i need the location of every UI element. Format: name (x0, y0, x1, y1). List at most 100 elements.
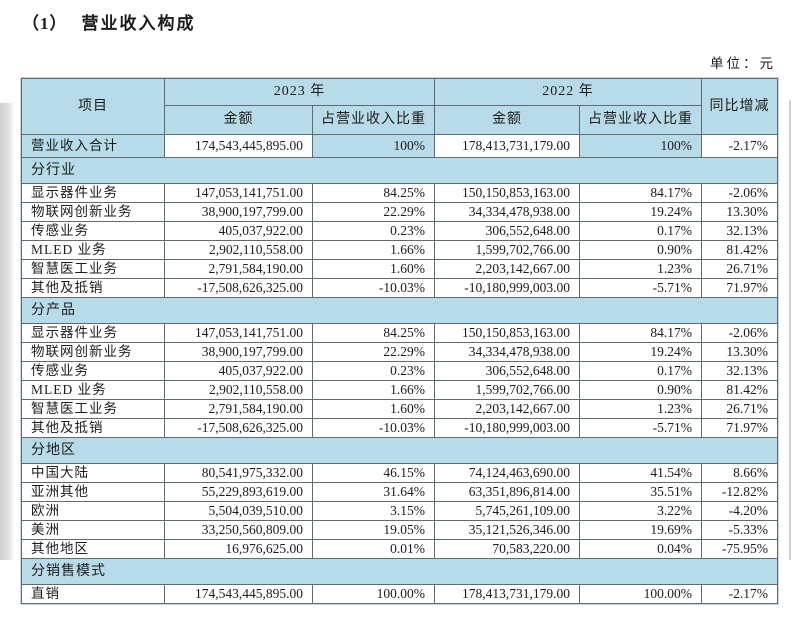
section-label: 分产品 (21, 297, 778, 324)
ratio-2023: -10.03% (312, 278, 435, 298)
amount-2023: 38,900,197,799.00 (164, 342, 313, 362)
amount-2023: 2,902,110,558.00 (164, 380, 313, 400)
ratio-2023: 1.66% (312, 380, 435, 400)
yoy-change: 71.97% (701, 418, 778, 438)
ratio-2022: 41.54% (579, 463, 702, 483)
header-row-years: 项目 2023 年 2022 年 同比增减 (21, 78, 778, 135)
yoy-change: -5.33% (701, 520, 778, 540)
unit-label: 单位：元 (710, 56, 776, 71)
ratio-2022: -5.71% (579, 278, 702, 298)
amount-2023: -17,508,626,325.00 (164, 278, 313, 298)
row-label: 直销 (21, 584, 165, 604)
ratio-2022: 1.23% (579, 259, 702, 279)
amount-2022: 70,583,220.00 (434, 539, 580, 559)
ratio-2022: 1.23% (579, 399, 702, 419)
amount-2022: 306,552,648.00 (434, 361, 580, 381)
table-row: 显示器件业务 147,053,141,751.00 84.25% 150,150,85… (21, 323, 778, 343)
table-row: MLED 业务 2,902,110,558.00 1.66% 1,599,702,76… (21, 380, 778, 400)
ratio-2023: 1.60% (312, 259, 435, 279)
title-text: 营业收入构成 (81, 14, 196, 33)
amount-2023: 147,053,141,751.00 (164, 323, 313, 343)
ratio-2022: 0.90% (579, 380, 702, 400)
amount-2023: 5,504,039,510.00 (164, 501, 313, 521)
amount-2023: 33,250,560,809.00 (164, 520, 313, 540)
row-label: 物联网创新业务 (21, 342, 165, 362)
ratio-2023: 100.00% (312, 584, 435, 604)
row-label: 中国大陆 (21, 463, 165, 483)
header-year-2023: 2023 年 (164, 78, 435, 106)
amount-2023: 16,976,625.00 (164, 539, 313, 559)
yoy-change: 81.42% (701, 240, 778, 260)
yoy-change: -12.82% (701, 482, 778, 502)
row-label: 营业收入合计 (21, 134, 165, 158)
ratio-2023: 1.60% (312, 399, 435, 419)
amount-2023: 147,053,141,751.00 (164, 183, 313, 203)
row-label: 亚洲其他 (21, 482, 165, 502)
yoy-change: 81.42% (701, 380, 778, 400)
page-edge-artifact-right (789, 100, 791, 560)
yoy-change: 8.66% (701, 463, 778, 483)
row-label: MLED 业务 (21, 240, 165, 260)
section-label: 分行业 (21, 157, 778, 184)
ratio-2023: 100% (312, 134, 435, 158)
yoy-change: 32.13% (701, 221, 778, 241)
yoy-change: -4.20% (701, 501, 778, 521)
amount-2022: 178,413,731,179.00 (434, 584, 580, 604)
amount-2022: 306,552,648.00 (434, 221, 580, 241)
ratio-2022: 19.24% (579, 342, 702, 362)
amount-2023: 174,543,445,895.00 (164, 584, 313, 604)
row-label: 其他及抵销 (21, 418, 165, 438)
ratio-2023: 3.15% (312, 501, 435, 521)
page-edge-artifact-left (0, 103, 13, 560)
yoy-change: -75.95% (701, 539, 778, 559)
table-row: 传感业务 405,037,922.00 0.23% 306,552,648.00 0.1… (21, 221, 778, 241)
ratio-2022: 35.51% (579, 482, 702, 502)
ratio-2023: 22.29% (312, 202, 435, 222)
table-row: 物联网创新业务 38,900,197,799.00 22.29% 34,334,478… (21, 202, 778, 222)
ratio-2022: 19.24% (579, 202, 702, 222)
ratio-2023: 19.05% (312, 520, 435, 540)
ratio-2023: 31.64% (312, 482, 435, 502)
row-label: 欧洲 (21, 501, 165, 521)
row-label: 物联网创新业务 (21, 202, 165, 222)
ratio-2022: 100.00% (579, 584, 702, 604)
header-yoy-change: 同比增减 (701, 78, 778, 135)
ratio-2022: 19.69% (579, 520, 702, 540)
section-row: 分地区 (21, 437, 778, 464)
amount-2023: 2,791,584,190.00 (164, 399, 313, 419)
amount-2022: 35,121,526,346.00 (434, 520, 580, 540)
ratio-2023: 0.23% (312, 221, 435, 241)
row-label: 显示器件业务 (21, 183, 165, 203)
ratio-2023: 22.29% (312, 342, 435, 362)
amount-2023: 80,541,975,332.00 (164, 463, 313, 483)
section-label: 分地区 (21, 437, 778, 464)
table-row: 其他及抵销 -17,508,626,325.00 -10.03% -10,180,99… (21, 278, 778, 298)
amount-2023: 405,037,922.00 (164, 221, 313, 241)
ratio-2022: 84.17% (579, 183, 702, 203)
yoy-change: -2.06% (701, 323, 778, 343)
table-row: MLED 业务 2,902,110,558.00 1.66% 1,599,702,76… (21, 240, 778, 260)
row-label: 智慧医工业务 (21, 259, 165, 279)
header-ratio-2023: 占营业收入比重 (312, 105, 435, 135)
yoy-change: -2.06% (701, 183, 778, 203)
row-label: 其他及抵销 (21, 278, 165, 298)
ratio-2023: 0.23% (312, 361, 435, 381)
amount-2022: 2,203,142,667.00 (434, 259, 580, 279)
ratio-2023: 1.66% (312, 240, 435, 260)
table-row: 物联网创新业务 38,900,197,799.00 22.29% 34,334,478… (21, 342, 778, 362)
amount-2022: 150,150,853,163.00 (434, 183, 580, 203)
ratio-2022: -5.71% (579, 418, 702, 438)
table-row: 营业收入合计 174,543,445,895.00 100% 178,413,731,… (21, 134, 778, 158)
yoy-change: 13.30% (701, 342, 778, 362)
section-label: 分销售模式 (21, 558, 778, 585)
amount-2022: 178,413,731,179.00 (434, 134, 580, 158)
amount-2023: 174,543,445,895.00 (164, 134, 313, 158)
row-label: 智慧医工业务 (21, 399, 165, 419)
yoy-change: 26.71% (701, 259, 778, 279)
ratio-2023: 0.01% (312, 539, 435, 559)
yoy-change: 71.97% (701, 278, 778, 298)
page-title: （1） 营业收入构成 (22, 9, 196, 34)
ratio-2022: 0.04% (579, 539, 702, 559)
table-row: 美洲 33,250,560,809.00 19.05% 35,121,526,346.… (21, 520, 778, 540)
